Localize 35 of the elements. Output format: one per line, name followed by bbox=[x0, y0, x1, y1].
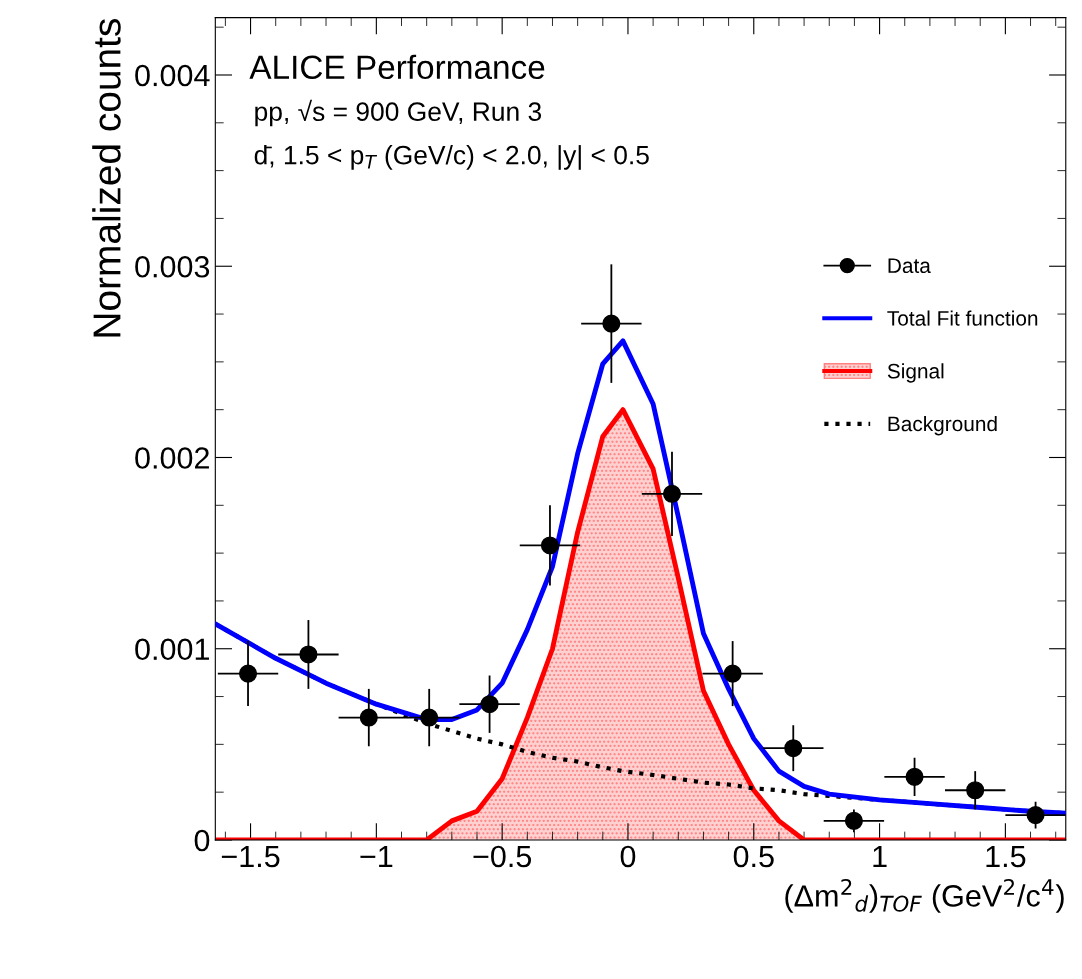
point bbox=[844, 811, 863, 830]
x-tick-label: −0.5 bbox=[473, 845, 532, 868]
point bbox=[1026, 806, 1045, 825]
y-tick-label: 0.002 bbox=[135, 447, 209, 469]
point bbox=[966, 781, 985, 800]
point bbox=[238, 664, 258, 683]
annotation: pp, √s = 900 GeV, Run 3 bbox=[255, 99, 542, 127]
x-tick-label: −1 bbox=[360, 845, 393, 867]
x-tick-label: 1 bbox=[873, 845, 887, 867]
x-tick-label: 0 bbox=[620, 845, 636, 868]
point bbox=[905, 767, 924, 786]
legend-label: Total Fit function bbox=[887, 310, 1038, 326]
point bbox=[784, 739, 803, 758]
x-tick-label: 1.5 bbox=[986, 845, 1026, 868]
annotation: d̄, 1.5 < p$_{T}$ (GeV/c) < 2.0, |y| < 0.5 bbox=[254, 145, 649, 170]
legend-label: Signal bbox=[887, 363, 944, 383]
point bbox=[723, 664, 742, 683]
y-axis-title: Normalized counts bbox=[92, 19, 121, 337]
legend-label: Data bbox=[888, 258, 931, 274]
text: (Δm$^{2}$$_{d}$)$_{TOF}$ (GeV$^{2}$/c$^{4}$) bbox=[785, 878, 1064, 913]
point bbox=[420, 708, 439, 727]
y-tick-label: 0.004 bbox=[135, 64, 210, 87]
y-tick-label: 0 bbox=[194, 829, 210, 852]
annotation: ALICE Performance bbox=[249, 54, 545, 80]
legend-label: Background bbox=[888, 415, 997, 436]
y-tick-label: 0.003 bbox=[135, 255, 210, 278]
point bbox=[480, 695, 499, 714]
point bbox=[540, 536, 559, 555]
point bbox=[299, 645, 318, 664]
point bbox=[359, 708, 378, 727]
point bbox=[662, 484, 682, 503]
y-tick-label: 0.001 bbox=[135, 638, 209, 661]
point bbox=[602, 314, 621, 333]
x-tick-label: 0.5 bbox=[733, 845, 774, 868]
x-tick-label: −1.5 bbox=[221, 845, 280, 868]
